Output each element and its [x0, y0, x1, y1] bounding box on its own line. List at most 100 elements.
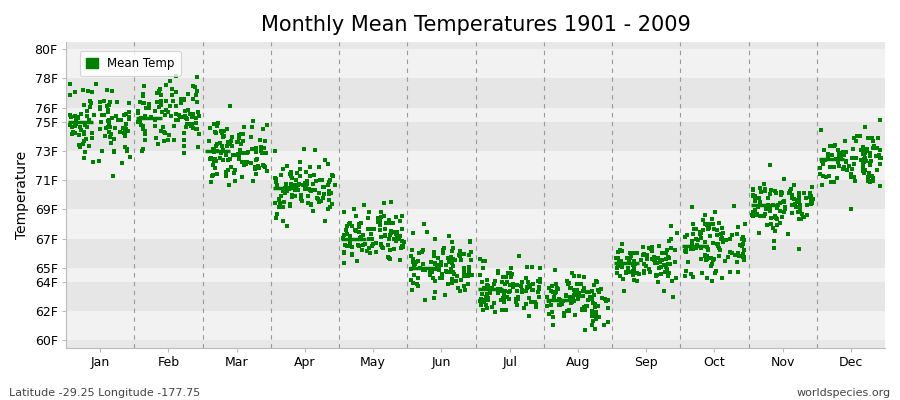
Point	[552, 286, 566, 292]
Point	[96, 98, 111, 104]
Point	[210, 141, 224, 147]
Point	[442, 259, 456, 265]
Point	[293, 196, 308, 202]
Point	[765, 225, 779, 232]
Point	[637, 251, 652, 257]
Point	[337, 249, 351, 255]
Point	[337, 260, 351, 266]
Point	[753, 188, 768, 195]
Point	[205, 173, 220, 179]
Point	[97, 112, 112, 118]
Point	[443, 268, 457, 275]
Point	[627, 259, 642, 266]
Point	[524, 299, 538, 305]
Point	[368, 248, 382, 255]
Point	[424, 266, 438, 272]
Point	[410, 281, 425, 287]
Point	[832, 163, 846, 170]
Point	[190, 74, 204, 80]
Point	[580, 302, 594, 309]
Point	[117, 127, 131, 133]
Point	[586, 317, 600, 324]
Point	[453, 288, 467, 295]
Point	[249, 170, 264, 177]
Point	[576, 293, 590, 299]
Point	[615, 260, 629, 267]
Point	[392, 236, 406, 242]
Point	[166, 137, 181, 144]
Point	[353, 235, 367, 241]
Point	[714, 231, 728, 238]
Point	[770, 216, 785, 222]
Point	[788, 200, 802, 207]
Point	[528, 299, 543, 306]
Point	[699, 222, 714, 228]
Point	[445, 260, 459, 266]
Point	[836, 166, 850, 172]
Point	[382, 232, 397, 238]
Point	[848, 178, 862, 185]
Point	[76, 102, 91, 108]
Point	[356, 242, 371, 248]
Point	[626, 272, 640, 278]
Point	[323, 190, 338, 196]
Point	[644, 244, 659, 250]
Point	[548, 290, 562, 296]
Point	[301, 200, 315, 206]
Point	[248, 166, 262, 172]
Point	[190, 99, 204, 105]
Point	[285, 192, 300, 198]
Point	[856, 150, 870, 157]
Point	[150, 141, 165, 147]
Point	[136, 122, 150, 129]
Point	[118, 133, 132, 139]
Point	[872, 161, 886, 168]
Point	[574, 307, 589, 313]
Point	[311, 190, 326, 196]
Point	[291, 182, 305, 188]
Point	[863, 162, 878, 168]
Point	[441, 233, 455, 239]
Point	[68, 130, 82, 136]
Point	[386, 236, 400, 242]
Point	[856, 168, 870, 174]
Point	[589, 304, 603, 310]
Point	[713, 246, 727, 253]
Point	[109, 112, 123, 119]
Point	[715, 275, 729, 281]
Point	[426, 274, 440, 281]
Point	[858, 149, 872, 156]
Point	[152, 87, 166, 94]
Point	[821, 150, 835, 157]
Point	[316, 195, 330, 201]
Point	[498, 296, 512, 302]
Point	[77, 155, 92, 161]
Point	[228, 167, 242, 174]
Point	[325, 172, 339, 179]
Point	[545, 289, 560, 296]
Point	[72, 142, 86, 148]
Point	[76, 87, 90, 94]
Point	[68, 123, 82, 129]
Point	[706, 226, 721, 232]
Point	[714, 236, 728, 242]
Point	[649, 272, 663, 278]
Point	[84, 100, 98, 106]
Point	[72, 132, 86, 138]
Point	[338, 232, 352, 238]
Point	[627, 258, 642, 264]
Point	[184, 123, 198, 129]
Point	[114, 160, 129, 166]
Point	[816, 160, 831, 167]
Point	[256, 162, 270, 168]
Point	[594, 286, 608, 292]
Point	[322, 191, 337, 197]
Point	[275, 188, 290, 194]
Point	[322, 187, 337, 194]
Point	[560, 308, 574, 314]
Point	[148, 108, 162, 115]
Point	[847, 161, 861, 167]
Point	[733, 242, 747, 248]
Point	[516, 287, 530, 294]
Point	[297, 146, 311, 152]
